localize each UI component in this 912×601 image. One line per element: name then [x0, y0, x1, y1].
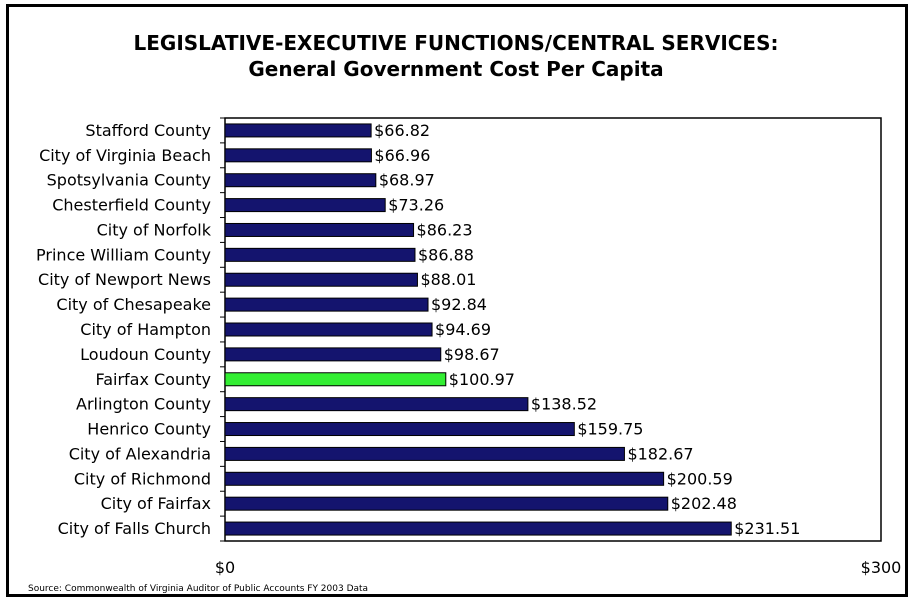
bar — [224, 123, 372, 138]
bar — [224, 446, 625, 461]
category-label: Arlington County — [76, 395, 211, 414]
bar — [224, 148, 372, 163]
category-label: City of Chesapeake — [56, 295, 211, 314]
bar — [224, 272, 418, 287]
bar — [224, 297, 429, 312]
bar — [224, 173, 377, 188]
chart-title: LEGISLATIVE-EXECUTIVE FUNCTIONS/CENTRAL … — [133, 31, 779, 55]
value-label: $138.52 — [531, 395, 597, 414]
category-label: Prince William County — [36, 245, 211, 264]
bar — [224, 372, 447, 387]
bar — [224, 521, 732, 536]
bar — [224, 422, 575, 437]
value-label: $98.67 — [444, 345, 500, 364]
bar — [224, 496, 669, 511]
bar — [224, 222, 415, 237]
value-label: $68.97 — [379, 171, 435, 190]
category-label: Stafford County — [85, 121, 211, 140]
category-label: City of Fairfax — [101, 494, 211, 513]
category-label: City of Richmond — [74, 469, 211, 488]
value-label: $202.48 — [671, 494, 737, 513]
category-label: City of Alexandria — [69, 444, 211, 463]
category-label: Chesterfield County — [52, 196, 211, 215]
source-note: Source: Commonwealth of Virginia Auditor… — [28, 584, 369, 594]
value-label: $66.96 — [374, 146, 430, 165]
category-label: Fairfax County — [95, 370, 211, 389]
bar — [224, 198, 386, 213]
category-label: City of Falls Church — [58, 519, 211, 538]
value-label: $86.23 — [417, 220, 473, 239]
value-label: $182.67 — [627, 444, 693, 463]
value-label: $73.26 — [388, 196, 444, 215]
chart-title-block: LEGISLATIVE-EXECUTIVE FUNCTIONS/CENTRAL … — [0, 30, 912, 82]
value-label: $86.88 — [418, 245, 474, 264]
value-label: $92.84 — [431, 295, 487, 314]
category-label: Loudoun County — [80, 345, 211, 364]
bar — [224, 347, 442, 362]
chart-subtitle: General Government Cost Per Capita — [248, 57, 664, 81]
value-label: $100.97 — [449, 370, 515, 389]
bar — [224, 247, 416, 262]
category-label: City of Newport News — [38, 270, 211, 289]
value-label: $200.59 — [667, 469, 733, 488]
x-tick-label: $300 — [861, 558, 902, 577]
bar — [224, 322, 433, 337]
bar — [224, 397, 529, 412]
bar — [224, 471, 665, 486]
value-label: $159.75 — [577, 420, 643, 439]
category-label: City of Virginia Beach — [39, 146, 211, 165]
value-label: $94.69 — [435, 320, 491, 339]
value-label: $88.01 — [420, 270, 476, 289]
value-label: $231.51 — [734, 519, 800, 538]
category-label: Henrico County — [87, 420, 211, 439]
category-label: City of Norfolk — [97, 220, 212, 239]
x-tick-label: $0 — [215, 558, 235, 577]
value-label: $66.82 — [374, 121, 430, 140]
category-label: Spotsylvania County — [47, 171, 211, 190]
category-label: City of Hampton — [80, 320, 211, 339]
